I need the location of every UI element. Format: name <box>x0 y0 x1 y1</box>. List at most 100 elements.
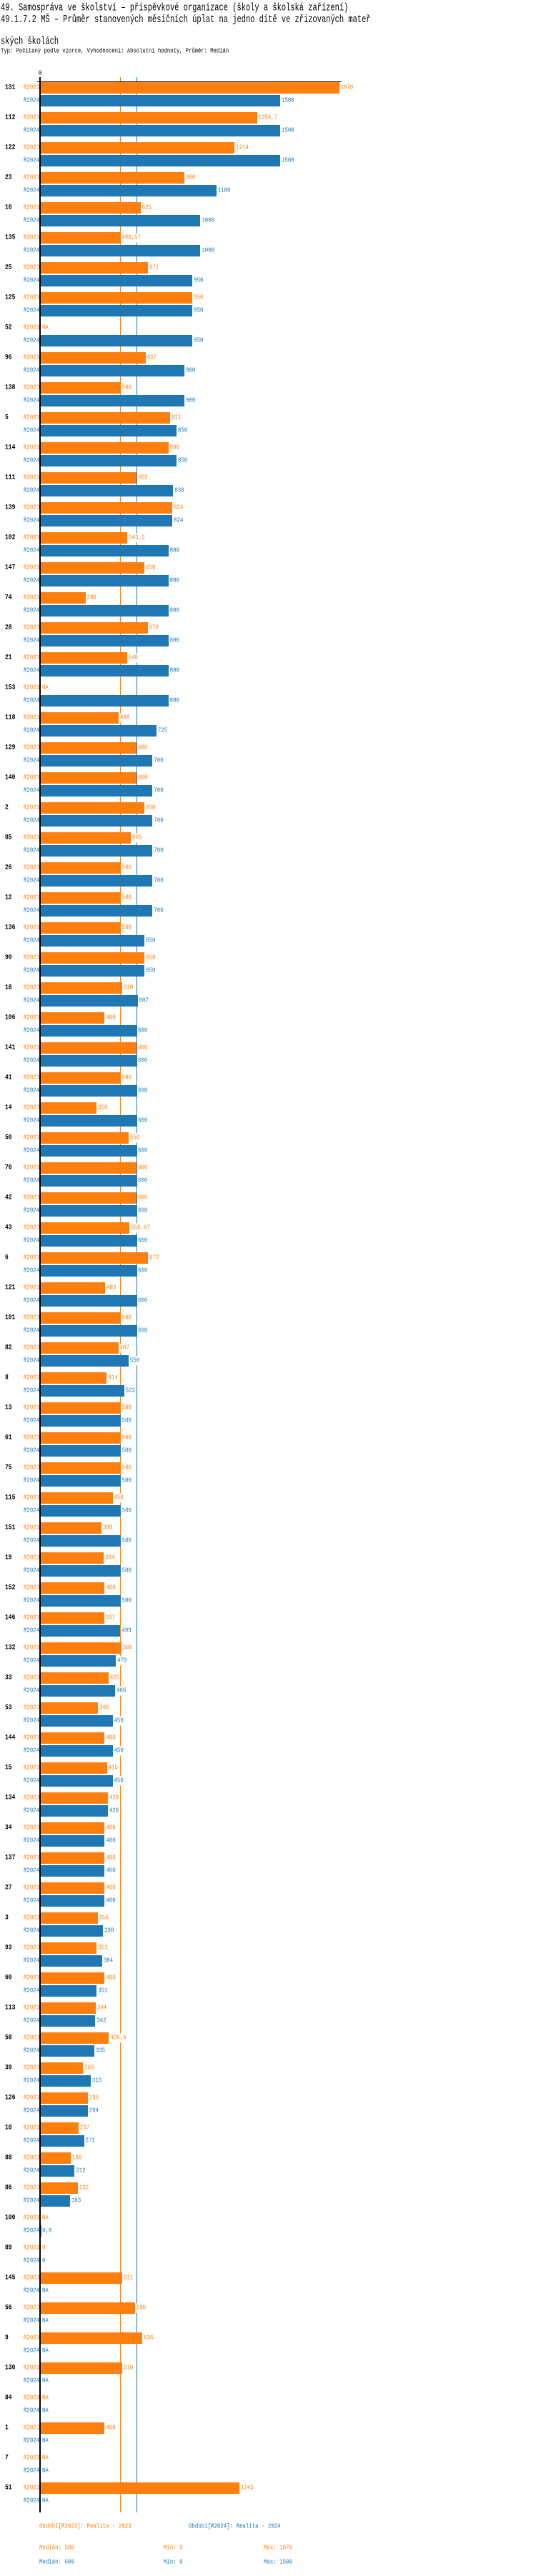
r2024-bar <box>41 815 153 827</box>
r2024-value-label: 800 <box>169 696 179 706</box>
group-label: 52 <box>5 323 12 331</box>
r2024-value-label: 500 <box>121 1566 131 1576</box>
r2024-median: Medián: 600 <box>39 2559 74 2567</box>
r2024-value-label: 294 <box>89 2106 99 2116</box>
r2023-bar <box>41 742 137 754</box>
r2023-series-label: R2023 <box>24 354 40 362</box>
group-label: 33 <box>5 1673 12 1682</box>
r2024-series-label: R2024 <box>24 2407 40 2415</box>
group-label: 58 <box>5 2033 12 2042</box>
r2024-value-label: 384 <box>103 1956 114 1966</box>
r2024-series-label: R2024 <box>24 1387 40 1395</box>
r2023-value-label: 488 <box>119 713 130 723</box>
group-label: 5 <box>5 413 9 421</box>
r2024-value-label: 450 <box>114 1746 124 1756</box>
group-label: 43 <box>5 1223 12 1232</box>
r2024-series-label: R2024 <box>24 276 40 285</box>
r2023-series-label: R2023 <box>24 984 40 992</box>
r2023-bar <box>41 1972 105 1984</box>
r2024-value-label: 700 <box>154 786 164 796</box>
r2024-bar <box>41 965 145 977</box>
r2024-series-label: R2024 <box>24 667 40 675</box>
r2023-bar <box>41 562 145 574</box>
r2024-series-label: R2024 <box>24 516 40 525</box>
r2024-value-label: 800 <box>169 606 179 616</box>
r2023-bar <box>41 502 173 514</box>
r2023-value-label: 500 <box>121 1433 131 1443</box>
r2024-series-label: R2024 <box>24 1897 40 1905</box>
r2023-value-label: 824 <box>174 503 184 513</box>
r2024-series-label: R2024 <box>24 2377 40 2385</box>
legend-r2024: Období[R2024]: Realita - 2024 <box>189 2523 281 2531</box>
r2024-bar <box>41 1145 137 1157</box>
r2024-series-label: R2024 <box>24 1807 40 1815</box>
r2024-value-label: 700 <box>154 816 164 826</box>
r2023-value-label: 1245 <box>241 2483 254 2493</box>
r2024-bar <box>41 1925 104 1937</box>
r2023-series-label: R2023 <box>24 2454 40 2462</box>
group-label: 88 <box>5 2153 12 2162</box>
r2024-series-label: R2024 <box>24 366 40 375</box>
r2023-series-label: R2023 <box>24 1254 40 1262</box>
r2024-series-label: R2024 <box>24 2347 40 2355</box>
r2023-series-label: R2023 <box>24 384 40 392</box>
r2023-value-label: 280 <box>86 593 96 603</box>
group-label: 146 <box>5 1613 16 1622</box>
r2023-bar <box>41 622 148 634</box>
r2023-value-label: 565 <box>132 833 142 843</box>
r2024-series-label: R2024 <box>24 787 40 795</box>
r2023-series-label: R2023 <box>24 624 40 632</box>
r2023-series-label: R2023 <box>24 2034 40 2042</box>
r2024-series-label: R2024 <box>24 546 40 555</box>
r2023-value-label: 600 <box>138 1043 148 1053</box>
r2023-series-label: R2023 <box>24 2304 40 2312</box>
r2023-min: Min: 0 <box>164 2545 183 2552</box>
group-label: 100 <box>5 2213 16 2222</box>
r2024-bar <box>41 1475 121 1487</box>
r2024-series-label: R2024 <box>24 576 40 585</box>
r2023-bar <box>41 2272 123 2284</box>
r2024-value-label: 0,8 <box>42 2226 52 2236</box>
group-label: 39 <box>5 2063 12 2072</box>
r2024-series-label: R2024 <box>24 1117 40 1125</box>
r2023-bar <box>41 652 127 664</box>
r2023-series-label: R2023 <box>24 1104 40 1112</box>
group-label: 137 <box>5 1853 16 1862</box>
r2023-series-label: R2023 <box>24 864 40 872</box>
r2024-bar <box>41 1385 124 1397</box>
group-label: 60 <box>5 1973 12 1982</box>
r2024-value-label: 600 <box>138 1116 148 1126</box>
r2024-bar <box>41 1895 105 1907</box>
r2024-bar <box>41 335 193 346</box>
r2024-value-label: 700 <box>154 876 164 886</box>
r2024-series-label: R2024 <box>24 426 40 435</box>
r2024-series-label: R2024 <box>24 967 40 975</box>
r2024-bar <box>41 875 153 887</box>
r2024-bar <box>41 995 138 1007</box>
r2024-value-label: 400 <box>106 1896 116 1906</box>
group-label: 145 <box>5 2273 16 2282</box>
group-label: 3 <box>5 1913 9 1922</box>
r2024-series-label: R2024 <box>24 636 40 645</box>
r2023-series-label: R2023 <box>24 684 40 692</box>
r2024-series-label: R2024 <box>24 1837 40 1845</box>
r2023-bar <box>41 232 121 244</box>
r2024-bar <box>41 1685 116 1697</box>
r2024-value-label: 600 <box>138 1206 148 1216</box>
group-label: 85 <box>5 833 12 842</box>
r2024-bar <box>41 2165 75 2177</box>
r2023-bar <box>41 1822 105 1834</box>
r2023-bar <box>41 982 122 994</box>
r2023-series-label: R2023 <box>24 1614 40 1622</box>
r2024-series-label: R2024 <box>24 1597 40 1605</box>
r2023-value-label: 1214 <box>236 143 249 153</box>
r2024-series-label: R2024 <box>24 1627 40 1635</box>
group-label: 21 <box>5 653 12 662</box>
r2023-value-label: 670 <box>149 623 159 633</box>
r2023-bar <box>41 1012 105 1024</box>
r2023-value-label: 602 <box>138 473 148 483</box>
r2023-value-label: NA <box>42 2213 49 2223</box>
r2023-value-label: 1354,7 <box>258 113 278 123</box>
r2024-series-label: R2024 <box>24 2497 40 2505</box>
r2023-bar <box>41 472 137 484</box>
